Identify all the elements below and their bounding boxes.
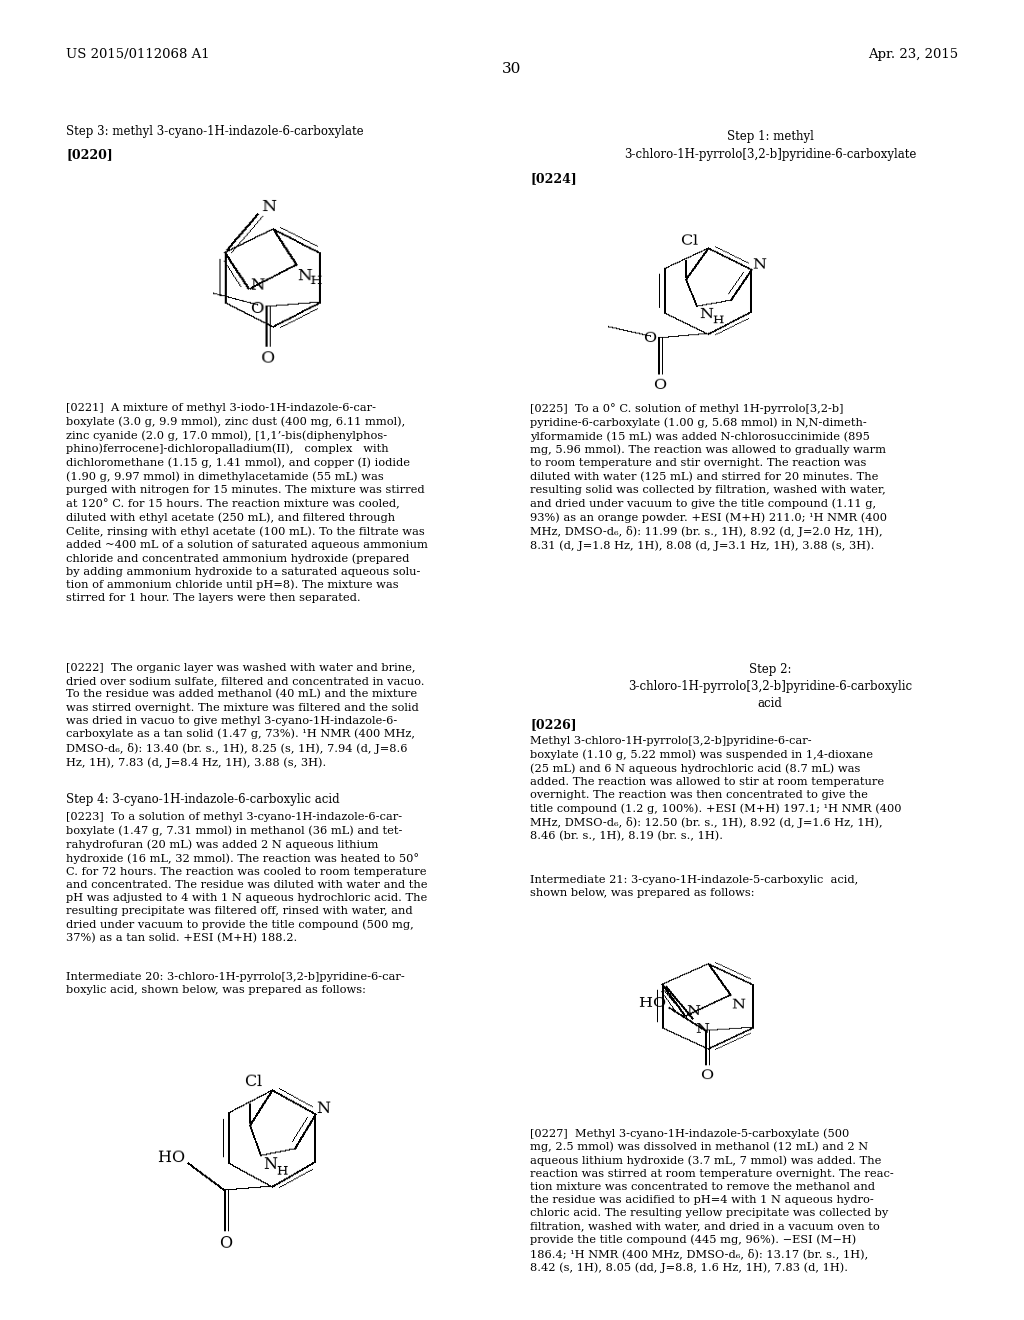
Text: [0225]  To a 0° C. solution of methyl 1H-pyrrolo[3,2-b]
pyridine-6-carboxylate (: [0225] To a 0° C. solution of methyl 1H-… — [530, 403, 887, 550]
Text: [0224]: [0224] — [530, 172, 577, 185]
Text: Step 3: methyl 3-cyano-1H-indazole-6-carboxylate: Step 3: methyl 3-cyano-1H-indazole-6-car… — [66, 125, 364, 139]
Text: Intermediate 20: 3-chloro-1H-pyrrolo[3,2-b]pyridine-6-car-
boxylic acid, shown b: Intermediate 20: 3-chloro-1H-pyrrolo[3,2… — [66, 972, 404, 995]
Text: acid: acid — [758, 697, 782, 710]
Text: 30: 30 — [503, 62, 521, 77]
Text: US 2015/0112068 A1: US 2015/0112068 A1 — [66, 48, 210, 61]
Text: Methyl 3-chloro-1H-pyrrolo[3,2-b]pyridine-6-car-
boxylate (1.10 g, 5.22 mmol) wa: Methyl 3-chloro-1H-pyrrolo[3,2-b]pyridin… — [530, 737, 901, 841]
Text: [0222]  The organic layer was washed with water and brine,
dried over sodium sul: [0222] The organic layer was washed with… — [66, 663, 425, 768]
Text: [0223]  To a solution of methyl 3-cyano-1H-indazole-6-car-
boxylate (1.47 g, 7.3: [0223] To a solution of methyl 3-cyano-1… — [66, 812, 427, 944]
Text: 3-chloro-1H-pyrrolo[3,2-b]pyridine-6-carboxylic: 3-chloro-1H-pyrrolo[3,2-b]pyridine-6-car… — [628, 680, 912, 693]
Text: Step 2:: Step 2: — [749, 663, 792, 676]
Text: Step 4: 3-cyano-1H-indazole-6-carboxylic acid: Step 4: 3-cyano-1H-indazole-6-carboxylic… — [66, 793, 340, 807]
Text: Apr. 23, 2015: Apr. 23, 2015 — [868, 48, 958, 61]
Text: [0227]  Methyl 3-cyano-1H-indazole-5-carboxylate (500
mg, 2.5 mmol) was dissolve: [0227] Methyl 3-cyano-1H-indazole-5-carb… — [530, 1129, 894, 1274]
Text: [0226]: [0226] — [530, 718, 577, 731]
Text: [0221]  A mixture of methyl 3-iodo-1H-indazole-6-car-
boxylate (3.0 g, 9.9 mmol): [0221] A mixture of methyl 3-iodo-1H-ind… — [66, 403, 428, 603]
Text: Intermediate 21: 3-cyano-1H-indazole-5-carboxylic  acid,
shown below, was prepar: Intermediate 21: 3-cyano-1H-indazole-5-c… — [530, 875, 858, 898]
Text: [0220]: [0220] — [66, 148, 113, 161]
Text: Step 1: methyl: Step 1: methyl — [727, 129, 813, 143]
Text: 3-chloro-1H-pyrrolo[3,2-b]pyridine-6-carboxylate: 3-chloro-1H-pyrrolo[3,2-b]pyridine-6-car… — [624, 148, 916, 161]
